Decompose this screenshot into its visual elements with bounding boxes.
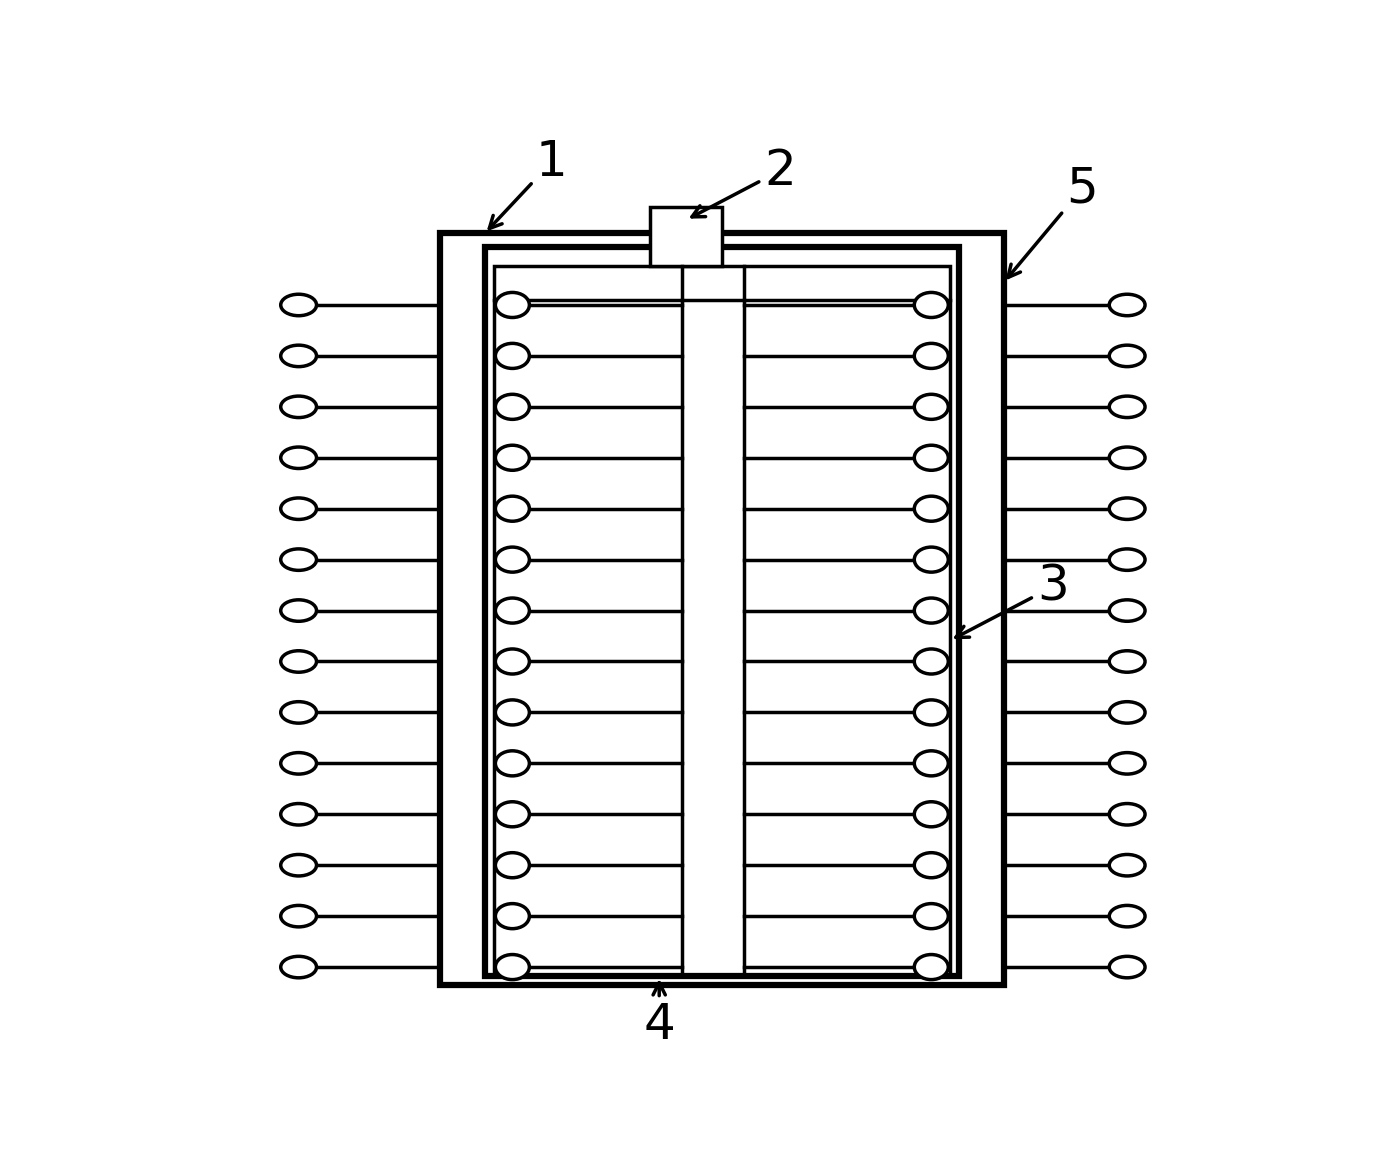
Ellipse shape bbox=[281, 294, 317, 316]
Ellipse shape bbox=[1109, 905, 1145, 927]
Ellipse shape bbox=[1109, 498, 1145, 519]
Ellipse shape bbox=[1109, 600, 1145, 622]
Ellipse shape bbox=[281, 956, 317, 977]
Text: 1: 1 bbox=[490, 138, 568, 229]
Ellipse shape bbox=[1109, 651, 1145, 673]
Ellipse shape bbox=[1109, 294, 1145, 316]
Ellipse shape bbox=[281, 753, 317, 774]
Ellipse shape bbox=[914, 547, 949, 572]
Ellipse shape bbox=[495, 496, 530, 522]
Ellipse shape bbox=[1109, 396, 1145, 417]
Ellipse shape bbox=[914, 904, 949, 928]
Ellipse shape bbox=[281, 396, 317, 417]
Ellipse shape bbox=[914, 853, 949, 877]
Ellipse shape bbox=[1109, 804, 1145, 825]
Ellipse shape bbox=[281, 345, 317, 367]
Ellipse shape bbox=[281, 498, 317, 519]
Ellipse shape bbox=[1109, 753, 1145, 774]
Text: 3: 3 bbox=[956, 562, 1068, 638]
Ellipse shape bbox=[495, 904, 530, 928]
Ellipse shape bbox=[495, 394, 530, 419]
Bar bbox=[494, 266, 950, 301]
Ellipse shape bbox=[495, 648, 530, 674]
Ellipse shape bbox=[281, 804, 317, 825]
Ellipse shape bbox=[495, 293, 530, 317]
Ellipse shape bbox=[281, 447, 317, 468]
Text: 4: 4 bbox=[643, 983, 675, 1049]
Ellipse shape bbox=[914, 648, 949, 674]
Ellipse shape bbox=[281, 651, 317, 673]
Ellipse shape bbox=[914, 293, 949, 317]
Ellipse shape bbox=[914, 802, 949, 827]
Ellipse shape bbox=[495, 598, 530, 623]
Ellipse shape bbox=[495, 802, 530, 827]
Bar bbox=[440, 234, 1004, 985]
Ellipse shape bbox=[281, 854, 317, 876]
Ellipse shape bbox=[495, 751, 530, 776]
Ellipse shape bbox=[914, 394, 949, 419]
Ellipse shape bbox=[1109, 702, 1145, 723]
Text: 2: 2 bbox=[691, 146, 796, 217]
Ellipse shape bbox=[914, 344, 949, 368]
Ellipse shape bbox=[914, 700, 949, 725]
Ellipse shape bbox=[914, 954, 949, 980]
Ellipse shape bbox=[281, 905, 317, 927]
Ellipse shape bbox=[914, 496, 949, 522]
Ellipse shape bbox=[281, 548, 317, 571]
Ellipse shape bbox=[1109, 854, 1145, 876]
Ellipse shape bbox=[495, 344, 530, 368]
Ellipse shape bbox=[495, 700, 530, 725]
Bar bbox=[484, 246, 958, 976]
Ellipse shape bbox=[281, 600, 317, 622]
Ellipse shape bbox=[914, 751, 949, 776]
Bar bbox=[650, 207, 722, 266]
Ellipse shape bbox=[495, 445, 530, 471]
Ellipse shape bbox=[281, 702, 317, 723]
Ellipse shape bbox=[1109, 345, 1145, 367]
Ellipse shape bbox=[1109, 548, 1145, 571]
Ellipse shape bbox=[914, 445, 949, 471]
Ellipse shape bbox=[495, 547, 530, 572]
Ellipse shape bbox=[1109, 956, 1145, 977]
Ellipse shape bbox=[1109, 447, 1145, 468]
Ellipse shape bbox=[495, 954, 530, 980]
Ellipse shape bbox=[914, 598, 949, 623]
Ellipse shape bbox=[495, 853, 530, 877]
Text: 5: 5 bbox=[1008, 165, 1097, 278]
